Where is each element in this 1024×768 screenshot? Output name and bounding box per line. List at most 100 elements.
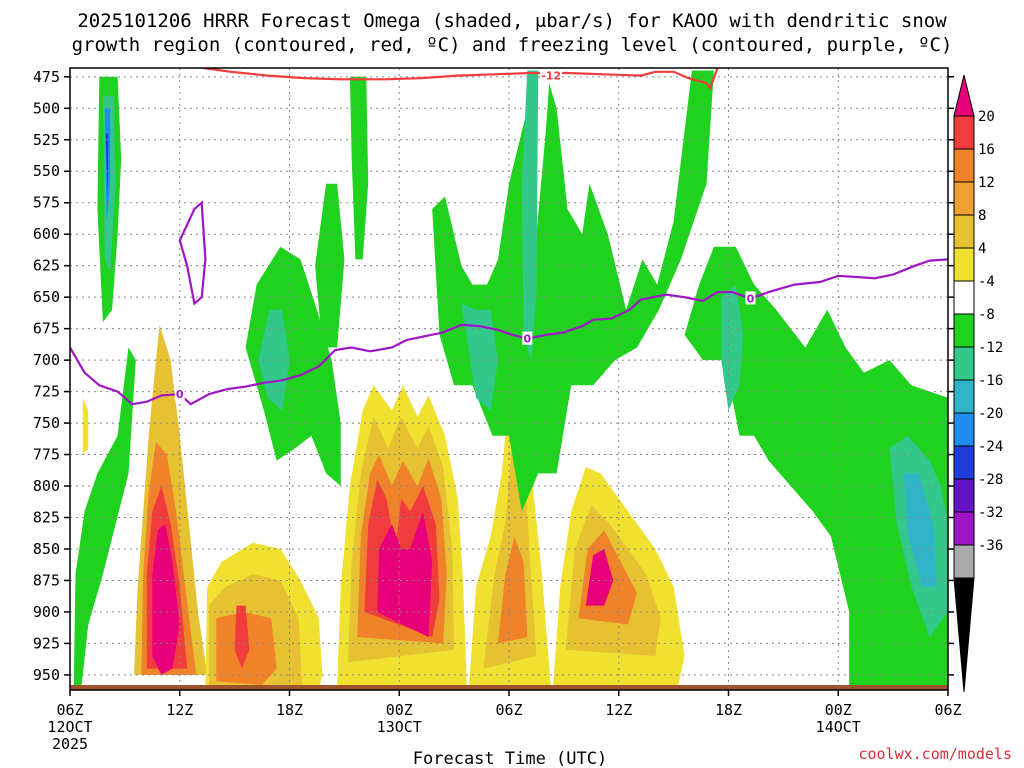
freezing-level-label-1: 0 [523,333,531,346]
colorbar-segment [953,511,975,546]
y-tick-label: 500 [33,99,60,117]
y-tick-label: 575 [33,194,60,212]
colorbar-segment [953,346,975,381]
colorbar-segment [953,247,975,282]
x-tick-label: 06Z [56,701,83,719]
y-tick-label: 900 [33,603,60,621]
y-tick-label: 950 [33,666,60,684]
colorbar-label: 12 [978,175,995,191]
colorbar-segment [953,412,975,447]
y-tick-label: 775 [33,446,60,464]
y-tick-label: 650 [33,288,60,306]
colorbar-segment [953,115,975,150]
colorbar-label: -20 [978,406,1003,422]
omega-region-8 [234,605,250,669]
y-tick-label: 850 [33,540,60,558]
fl-label-bg [522,331,533,345]
colorbar-label: 4 [978,241,986,257]
colorbar-segment [953,313,975,348]
colorbar-label: -32 [978,505,1003,521]
dgz-contour-line [203,68,719,91]
colorbar-segment [953,214,975,249]
y-tick-label: 475 [33,68,60,86]
terrain-strip [70,685,948,690]
colorbar-label: -12 [978,340,1003,356]
freezing-level-line [70,258,948,406]
chart-title-line-2: growth region (contoured, red, ºC) and f… [72,34,953,56]
colorbar-bottom-triangle [953,577,975,693]
x-tick-label: 00Z [825,701,852,719]
x-tick-date: 12OCT [47,718,92,736]
colorbar-top-triangle [953,74,975,117]
y-tick-label: 550 [33,162,60,180]
omega-region-32 [521,70,539,361]
omega-region-27 [258,309,290,411]
omega-region-25 [105,133,109,197]
colorbar-label: -28 [978,472,1003,488]
y-tick-label: 725 [33,383,60,401]
y-tick-label: 625 [33,257,60,275]
colorbar-segment [953,280,975,315]
omega-region-33 [684,246,948,690]
y-tick-label: 875 [33,571,60,589]
x-tick-year: 2025 [52,735,88,753]
fl-label-bg [174,387,185,401]
freezing-level-loop [178,200,207,306]
axes: 475 500 525 550 575 600 625 650 675 700 725 750 775 8… [33,67,962,753]
colorbar-label: -4 [978,274,995,290]
omega-region-29 [349,76,369,260]
colorbar-label: 8 [978,208,986,224]
colorbar-segment [953,181,975,216]
y-tick-label: 925 [33,634,60,652]
colorbar-label: 16 [978,142,995,158]
dgz-label-bg [540,68,563,82]
colorbar-label: -16 [978,373,1003,389]
x-tick-label: 06Z [495,701,522,719]
colorbar-segment [953,544,975,579]
x-tick-date: 14OCT [816,718,861,736]
fl-label-bg [745,291,756,305]
y-tick-label: 525 [33,131,60,149]
omega-region-36 [904,473,937,587]
freezing-level-label-0: 0 [176,388,184,401]
x-tick-label: 12Z [166,701,193,719]
omega-region-13 [377,511,433,638]
colorbar: 20 16 12 8 4 -4 -8 -12 -16 -20 -24 -28 -32 -36 [953,74,1003,693]
omega-region-4 [82,397,89,455]
credit-text[interactable]: coolwx.com/models [858,745,1012,763]
colorbar-label: -24 [978,439,1003,455]
y-tick-label: 750 [33,414,60,432]
freezing-level-label-2: 0 [747,292,755,305]
x-axis-label: Forecast Time (UTC) [413,749,607,768]
omega-region-21 [73,347,136,690]
omega-region-34 [721,284,744,411]
colorbar-segment [953,478,975,513]
colorbar-label: -36 [978,538,1003,554]
plot-area: -12 0 0 0 [70,68,948,690]
y-tick-label: 800 [33,477,60,495]
x-tick-label: 00Z [386,701,413,719]
plot-inner: -12 0 0 0 [70,68,948,690]
x-tick-label: 12Z [605,701,632,719]
y-tick-label: 675 [33,320,60,338]
y-tick-label: 600 [33,225,60,243]
chart-title-line-1: 2025101206 HRRR Forecast Omega (shaded, … [77,10,947,32]
colorbar-segment [953,445,975,480]
x-tick-date: 13OCT [377,718,422,736]
omega-region-30 [432,70,714,512]
omega-region-26 [245,246,341,486]
y-tick-label: 825 [33,509,60,527]
omega-region-20 [585,549,614,606]
x-tick-label: 18Z [276,701,303,719]
x-tick-label: 18Z [715,701,742,719]
colorbar-label: 20 [978,109,995,125]
dgz-contour-label: -12 [541,70,561,83]
omega-region-31 [461,303,498,411]
colorbar-label: -8 [978,307,995,323]
y-tick-label: 700 [33,351,60,369]
omega-region-16 [498,536,528,644]
omega-region-3 [152,523,180,675]
colorbar-segment [953,379,975,414]
colorbar-segment [953,148,975,183]
